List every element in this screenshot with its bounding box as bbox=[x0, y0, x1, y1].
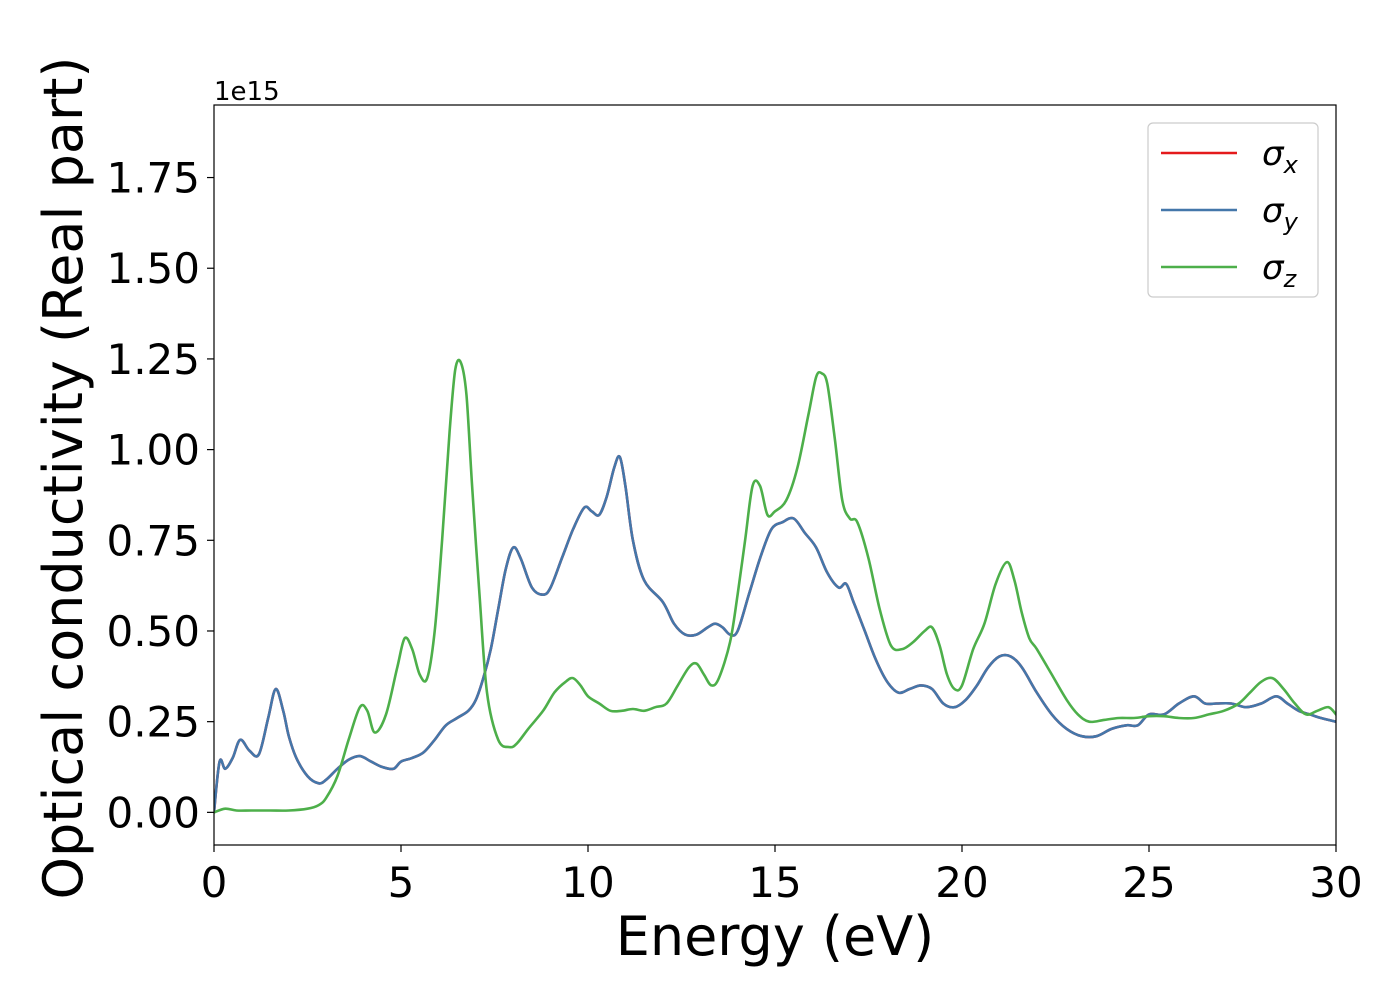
y-tick-label: 0.00 bbox=[106, 788, 200, 837]
x-axis-title: Energy (eV) bbox=[616, 905, 935, 968]
series-lines bbox=[214, 358, 1336, 814]
y-tick-label: 1.00 bbox=[106, 426, 200, 475]
x-tick-label: 10 bbox=[561, 858, 614, 907]
plot-frame bbox=[213, 104, 1337, 846]
axis-ticks: 0 5 10 15 20 25 30 0.00 0.25 0.50 0.75 1.00 1.25 1.50… bbox=[106, 154, 1362, 907]
legend-label-subscript: y bbox=[1283, 208, 1299, 236]
legend-label-base: σ bbox=[1262, 248, 1285, 288]
legend-label-sigma-x: σx bbox=[1262, 134, 1299, 179]
x-tick-label: 25 bbox=[1122, 858, 1175, 907]
legend-label-subscript: x bbox=[1283, 151, 1299, 179]
series-line-sigma-z bbox=[214, 358, 1336, 814]
legend-label-base: σ bbox=[1262, 134, 1285, 174]
x-tick-label: 0 bbox=[201, 858, 228, 907]
y-axis-offset-text: 1e15 bbox=[214, 77, 280, 107]
x-tick-label: 5 bbox=[388, 858, 415, 907]
y-tick-label: 0.75 bbox=[106, 516, 200, 565]
series-line-sigma-y bbox=[214, 454, 1336, 814]
y-tick-label: 1.50 bbox=[106, 244, 200, 293]
legend-label-sigma-z: σz bbox=[1262, 248, 1298, 293]
y-tick-label: 1.75 bbox=[106, 154, 200, 203]
y-tick-label: 0.50 bbox=[106, 607, 200, 656]
y-axis-title: Optical conductivity (Real part) bbox=[32, 57, 95, 900]
x-tick-label: 15 bbox=[748, 858, 801, 907]
x-tick-label: 30 bbox=[1309, 858, 1362, 907]
legend-label-base: σ bbox=[1262, 191, 1285, 231]
legend-label-subscript: z bbox=[1283, 265, 1298, 293]
series-line-sigma-x bbox=[214, 454, 1336, 814]
x-tick-label: 20 bbox=[935, 858, 988, 907]
legend-label-sigma-y: σy bbox=[1262, 191, 1299, 236]
y-tick-label: 0.25 bbox=[106, 698, 200, 747]
y-tick-label: 1.25 bbox=[106, 335, 200, 384]
